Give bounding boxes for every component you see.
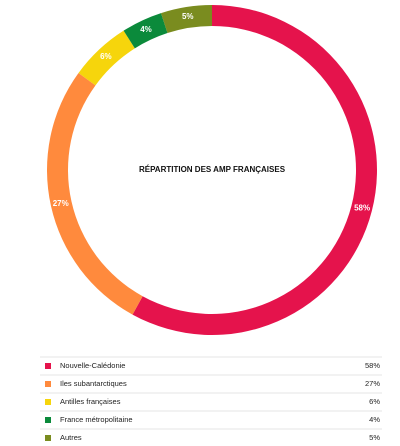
slice-label: 5% bbox=[182, 12, 194, 21]
legend-swatch bbox=[45, 381, 51, 387]
legend-swatch bbox=[45, 399, 51, 405]
slice-label: 6% bbox=[100, 52, 112, 61]
legend-swatch bbox=[45, 417, 51, 423]
legend-label: France métropolitaine bbox=[60, 415, 133, 424]
chart-title: RÉPARTITION DES AMP FRANÇAISES bbox=[139, 165, 286, 174]
legend-label: Autres bbox=[60, 433, 82, 442]
donut-slice bbox=[123, 13, 168, 49]
legend-label: Antilles françaises bbox=[60, 397, 121, 406]
donut-slice bbox=[46, 73, 143, 315]
slice-label: 27% bbox=[53, 199, 69, 208]
legend-value: 4% bbox=[369, 415, 380, 424]
legend-value: 5% bbox=[369, 433, 380, 442]
slice-label: 4% bbox=[140, 25, 152, 34]
legend-value: 58% bbox=[365, 361, 380, 370]
legend-value: 6% bbox=[369, 397, 380, 406]
legend-label: Nouvelle-Calédonie bbox=[60, 361, 125, 370]
donut-slice bbox=[78, 30, 135, 86]
slice-label: 58% bbox=[354, 204, 370, 213]
legend-label: Iles subantarctiques bbox=[60, 379, 127, 388]
legend-value: 27% bbox=[365, 379, 380, 388]
legend-swatch bbox=[45, 435, 51, 441]
donut-slice bbox=[161, 5, 212, 34]
legend-swatch bbox=[45, 363, 51, 369]
